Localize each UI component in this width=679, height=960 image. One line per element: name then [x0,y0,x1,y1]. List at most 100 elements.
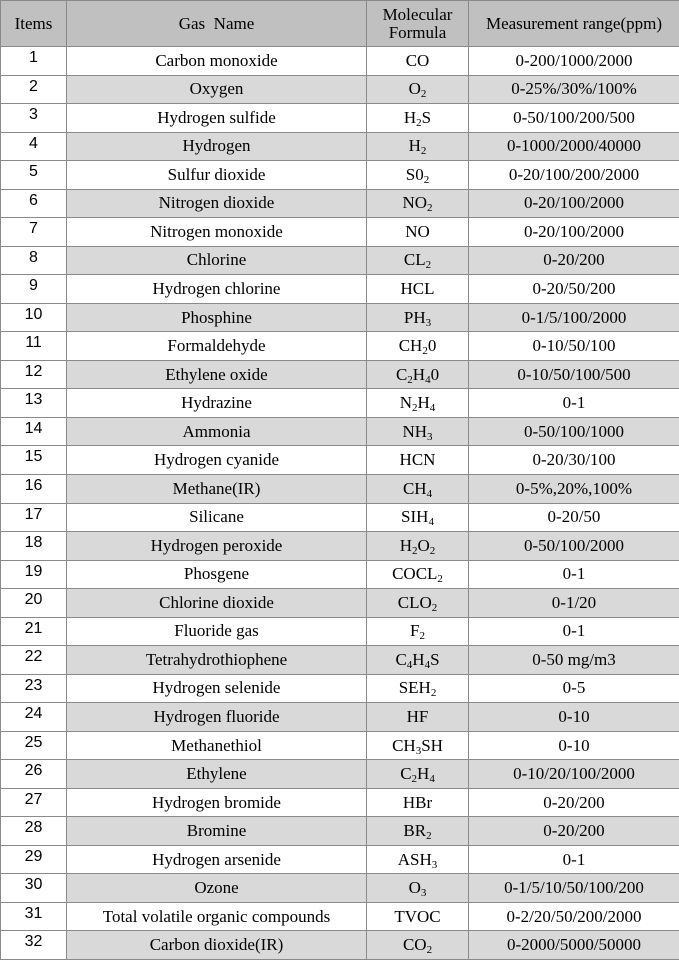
measurement-range: 0-20/100/2000 [468,217,679,247]
formula: HCN [366,445,469,475]
formula-subscript: 2 [437,573,443,586]
measurement-range: 0-200/1000/2000 [468,46,679,76]
gas-name: Oxygen [66,74,367,105]
table-body: 1 Carbon monoxide CO 0-200/1000/2000 2 Oxygen… [0,46,679,960]
measurement-range: 0-50/100/200/500 [468,103,679,133]
formula-text: CH [402,478,427,498]
item-number: 2 [0,74,67,105]
measurement-range: 0-10/50/100 [468,331,679,361]
formula: CH20 [366,331,469,361]
measurement-range: 0-2000/5000/50000 [468,930,679,960]
formula-text: O [408,79,421,99]
formula-subscript: 4 [425,373,431,386]
measurement-range: 0-5%,20%,100% [468,473,679,504]
table-row: 29 Hydrogen arsenide ASH3 0-1 [0,844,679,875]
item-number: 1 [0,46,67,76]
measurement-range: 0-10/50/100/500 [468,359,679,390]
item-number: 8 [0,245,67,276]
formula-text: ASH [397,849,432,869]
table-row: 3 Hydrogen sulfide H2S 0-50/100/200/500 [0,103,679,133]
table-row: 24 Hydrogen fluoride HF 0-10 [0,702,679,732]
table-row: 2 Oxygen O2 0-25%/30%/100% [0,74,679,105]
item-number: 15 [0,445,67,475]
formula-text: CLO [397,592,432,612]
formula-subscript: 3 [415,744,422,757]
formula: CO [366,46,469,76]
item-number: 3 [0,103,67,133]
table-row: 20 Chlorine dioxide CLO2 0-1/20 [0,588,679,618]
item-number: 29 [0,844,67,875]
formula-text: H [417,764,430,784]
table-row: 7 Nitrogen monoxide NO 0-20/100/2000 [0,217,679,247]
formula: H2S [366,103,469,133]
item-number: 20 [0,588,67,618]
measurement-range: 0-1/20 [468,588,679,618]
formula-subscript: 2 [425,259,432,272]
item-number: 21 [0,616,67,647]
formula-text: C [400,764,412,784]
item-number: 4 [0,131,67,162]
formula-subscript: 2 [423,173,430,186]
measurement-range: 0-1 [468,616,679,647]
measurement-range: 0-20/200 [468,245,679,276]
gas-name: Hydrogen selenide [66,673,367,704]
formula-text: NO [405,221,430,241]
formula-text: SIH [401,507,429,527]
gas-name: Hydrogen chlorine [66,274,367,304]
table-row: 5 Sulfur dioxide S02 0-20/100/200/2000 [0,160,679,190]
formula: C4H4S [366,645,469,675]
formula-text: S0 [405,164,424,184]
formula-subscript: 3 [425,316,432,329]
measurement-range: 0-1/5/10/50/100/200 [468,873,679,903]
table-row: 12 Ethylene oxide C2H40 0-10/50/100/500 [0,359,679,390]
gas-name: Phosphine [66,302,367,333]
formula-text: O [408,878,421,898]
formula-text: HCL [400,279,435,299]
item-number: 26 [0,759,67,789]
gas-name: Hydrogen fluoride [66,702,367,732]
table-row: 9 Hydrogen chlorine HCL 0-20/50/200 [0,274,679,304]
measurement-range: 0-1/5/100/2000 [468,302,679,333]
formula: BR2 [366,816,469,846]
formula-text: HBr [402,792,433,812]
item-number: 32 [0,930,67,960]
formula: H2 [366,131,469,162]
table-row: 1 Carbon monoxide CO 0-200/1000/2000 [0,46,679,76]
formula: H2O2 [366,531,469,561]
gas-name: Tetrahydrothiophene [66,645,367,675]
formula: O2 [366,74,469,105]
measurement-range: 0-20/100/200/2000 [468,160,679,190]
measurement-range: 0-10 [468,702,679,732]
gas-name: Hydrogen peroxide [66,531,367,561]
formula: NO [366,217,469,247]
item-number: 10 [0,302,67,333]
formula-subscript: 4 [428,516,434,529]
formula-text: C [395,649,407,669]
measurement-range: 0-10/20/100/2000 [468,759,679,789]
gas-name: Chlorine [66,245,367,276]
table-head: Items Gas Name Molecular Formula Measure… [0,0,679,47]
formula-text: NH [402,421,428,441]
gas-name: Hydrogen sulfide [66,103,367,133]
measurement-range: 0-1 [468,559,679,590]
table-row: 13 Hydrazine N2H4 0-1 [0,388,679,418]
table-row: 11 Formaldehyde CH20 0-10/50/100 [0,331,679,361]
gas-name: Chlorine dioxide [66,588,367,618]
gas-name: Ethylene [66,759,367,789]
measurement-range: 0-25%/30%/100% [468,74,679,105]
formula: HF [366,702,469,732]
item-number: 11 [0,331,67,361]
formula-text: H [399,535,412,555]
formula: N2H4 [366,388,469,418]
formula-subscript: 4 [424,658,431,671]
gas-name: Ammonia [66,416,367,447]
formula-text: 0 [430,364,440,384]
formula: HBr [366,787,469,818]
gas-name: Phosgene [66,559,367,590]
formula-text: C [395,364,408,384]
gas-name: Ozone [66,873,367,903]
item-number: 25 [0,730,67,761]
measurement-range: 0-50/100/1000 [468,416,679,447]
